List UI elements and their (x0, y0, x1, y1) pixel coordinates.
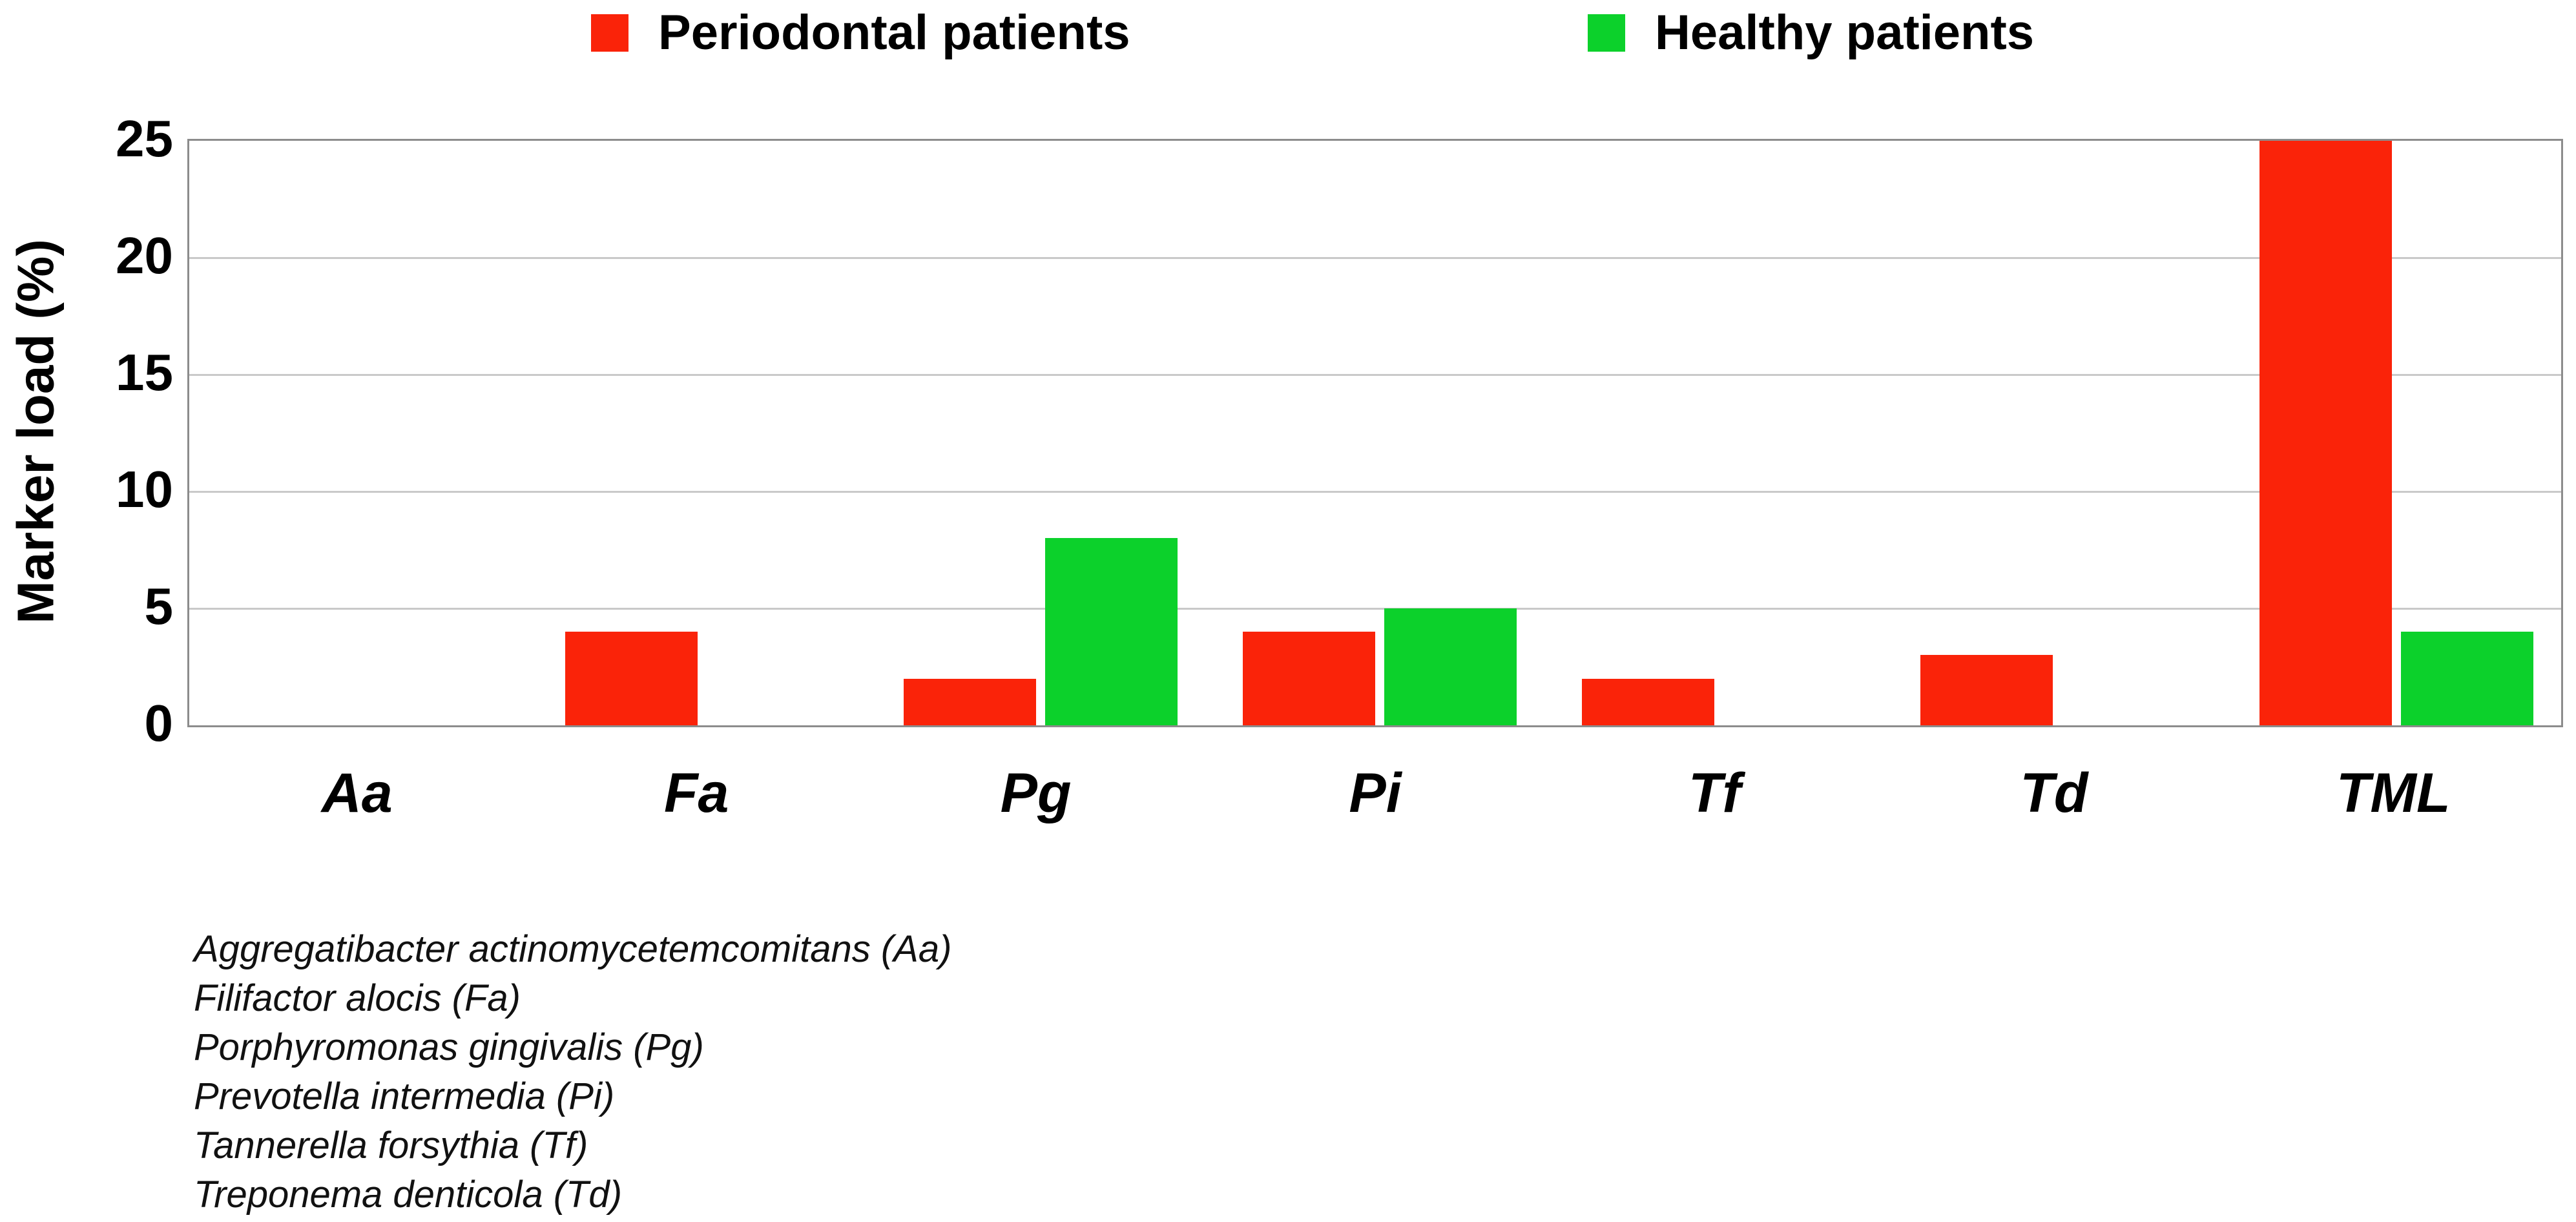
chart-legend: Periodontal patients Healthy patients (0, 0, 2576, 84)
footnote-line: Prevotella intermedia (Pi) (194, 1075, 615, 1117)
bar-group-pg (867, 141, 1206, 725)
y-tick-label-5: 5 (144, 577, 174, 635)
footnote-line: Porphyromonas gingivalis (Pg) (194, 1026, 704, 1068)
bar-td-periodontal-patients (1920, 655, 2053, 725)
legend-color-swatch-periodontal-patients (591, 14, 628, 52)
bar-pi-periodontal-patients (1242, 632, 1375, 725)
legend-color-swatch-healthy-patients (1588, 14, 1625, 52)
bar-pi-healthy-patients (1384, 608, 1517, 725)
x-category-label-pi: Pi (1349, 762, 1402, 824)
bar-tf-periodontal-patients (1581, 678, 1714, 725)
legend-item-healthy-patients: Healthy patients (1588, 5, 2035, 60)
bar-pg-periodontal-patients (904, 678, 1037, 725)
gridline-10 (189, 491, 2561, 493)
y-tick-label-20: 20 (116, 227, 173, 284)
bar-tml-periodontal-patients (2259, 141, 2392, 725)
x-category-label-aa: Aa (321, 762, 393, 824)
y-tick-label-0: 0 (144, 694, 174, 752)
y-axis-tick-labels: 0 5 10 15 20 25 (0, 0, 173, 1222)
x-category-label-td: Td (2020, 762, 2088, 824)
bar-group-aa (189, 141, 528, 725)
bar-tml-healthy-patients (2400, 632, 2533, 725)
footnote-line: Aggregatibacter actinomycetemcomitans (A… (194, 928, 952, 970)
legend-label: Healthy patients (1655, 5, 2035, 60)
bar-group-fa (528, 141, 867, 725)
bar-group-tml (2222, 141, 2561, 725)
gridline-20 (189, 257, 2561, 259)
bar-group-pi (1206, 141, 1545, 725)
bar-group-tf (1544, 141, 1884, 725)
legend-label: Periodontal patients (658, 5, 1130, 60)
footnote-line: Tannerella forsythia (Tf) (194, 1124, 588, 1166)
x-category-label-tf: Tf (1688, 762, 1741, 824)
y-tick-label-25: 25 (116, 110, 173, 167)
x-category-label-tml: TML (2336, 762, 2451, 824)
footnote-line: Filifactor alocis (Fa) (194, 977, 521, 1019)
gridline-15 (189, 374, 2561, 376)
plot-area (187, 139, 2563, 727)
y-tick-label-10: 10 (116, 461, 173, 518)
bar-pg-healthy-patients (1045, 538, 1178, 725)
x-axis-category-labels: Aa Fa Pg Pi Tf Td TML (187, 761, 2563, 825)
bar-group-td (1884, 141, 2223, 725)
y-tick-label-15: 15 (116, 344, 173, 401)
gridline-5 (189, 608, 2561, 610)
bar-fa-periodontal-patients (565, 632, 698, 725)
footnote-line: Treponema denticola (Td) (194, 1174, 623, 1216)
x-category-label-fa: Fa (663, 762, 729, 824)
x-category-label-pg: Pg (1000, 762, 1072, 824)
species-footnotes: Aggregatibacter actinomycetemcomitans (A… (194, 925, 951, 1219)
legend-item-periodontal-patients: Periodontal patients (591, 5, 1130, 60)
